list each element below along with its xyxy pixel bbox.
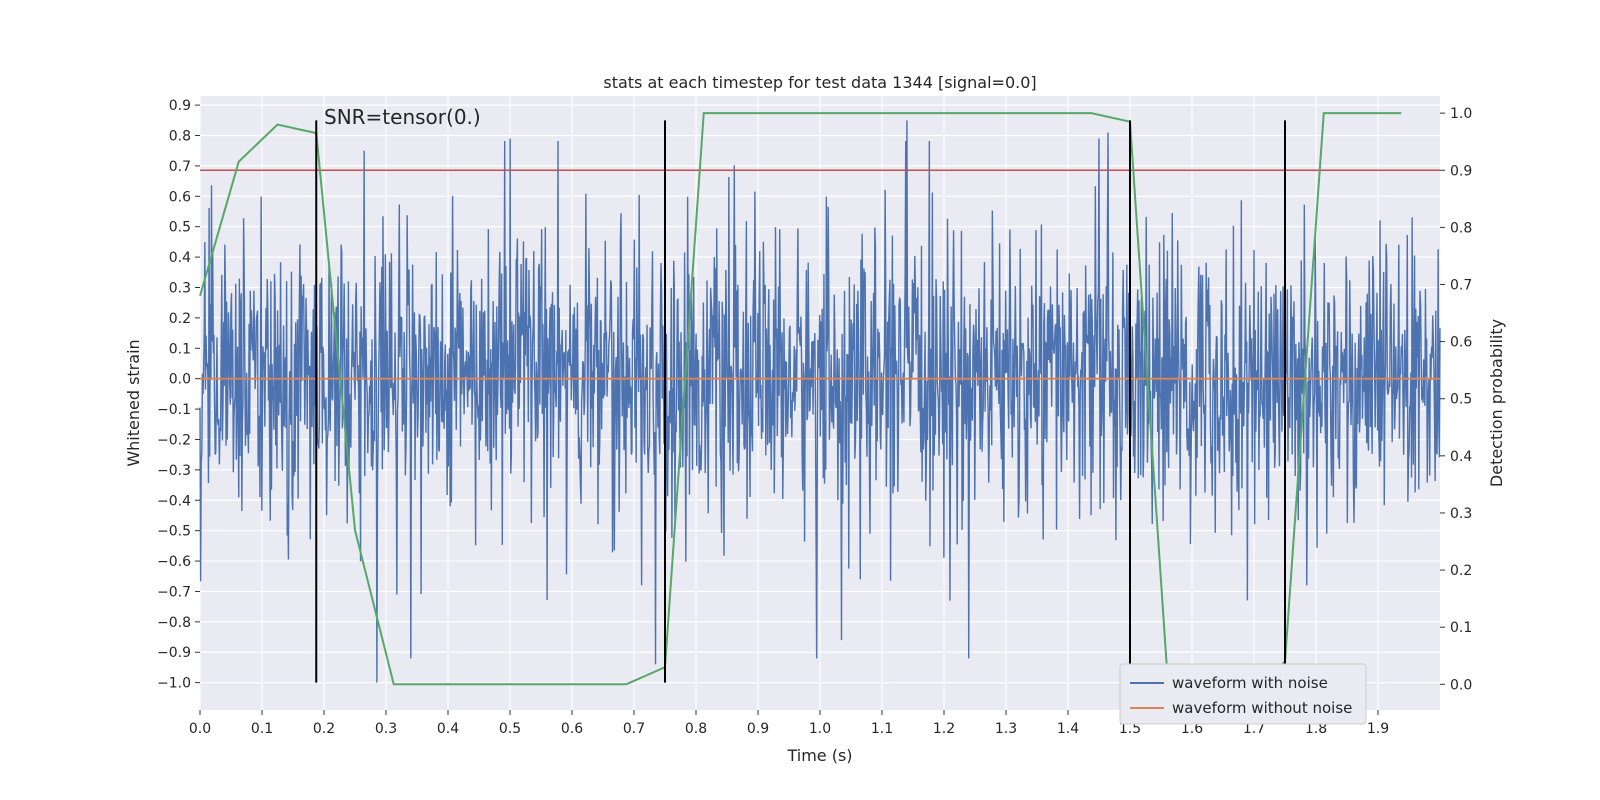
y-left-tick-label: 0.0 — [169, 372, 191, 388]
ticks: 0.0 0.1 0.2 0.3 0.4 0.5 0.6 0.7 0.8 0.9 1.0 1.1 1.2 1… — [157, 98, 1472, 737]
y-right-tick-label: 0.2 — [1450, 563, 1472, 579]
x-tick-label: 1.3 — [995, 721, 1017, 737]
y-left-tick-label: −0.3 — [157, 463, 191, 479]
legend-box — [1119, 663, 1367, 725]
x-tick-label: 1.8 — [1305, 721, 1327, 737]
x-tick-label: 1.1 — [871, 721, 893, 737]
y-left-tick-label: −0.7 — [157, 584, 191, 600]
x-tick-label: 1.9 — [1367, 721, 1389, 737]
y-left-tick-label: −0.1 — [157, 402, 191, 418]
y-right-tick-label: 0.6 — [1450, 335, 1472, 351]
x-tick-label: 0.0 — [189, 721, 211, 737]
y-left-tick-label: 0.9 — [169, 98, 191, 114]
y-left-tick-label: 0.6 — [169, 189, 191, 205]
y-right-tick-label: 0.7 — [1450, 277, 1472, 293]
waveform-with-noise-series — [199, 120, 1441, 683]
y-right-tick-label: 0.1 — [1450, 620, 1472, 636]
y-left-tick-label: 0.3 — [169, 280, 191, 296]
y-left-tick-label: 0.2 — [169, 311, 191, 327]
legend: waveform with noise waveform without noi… — [1119, 663, 1367, 725]
y-left-tick-label: −0.2 — [157, 432, 191, 448]
waveform-with-noise-line — [199, 120, 1441, 683]
legend-label-clean: waveform without noise — [1172, 699, 1352, 717]
y-left-tick-label: −0.5 — [157, 524, 191, 540]
y-right-tick-label: 1.0 — [1450, 106, 1472, 122]
x-tick-label: 0.3 — [375, 721, 397, 737]
y-left-tick-label: 0.4 — [169, 250, 191, 266]
y-right-tick-label: 0.0 — [1450, 677, 1472, 693]
x-tick-label: 0.5 — [499, 721, 521, 737]
x-tick-label: 1.2 — [933, 721, 955, 737]
y-left-tick-label: −0.6 — [157, 554, 191, 570]
x-tick-label: 1.6 — [1181, 721, 1203, 737]
x-tick-label: 0.9 — [747, 721, 769, 737]
y-left-tick-label: −0.9 — [157, 645, 191, 661]
x-tick-label: 0.8 — [685, 721, 707, 737]
y-right-tick-label: 0.5 — [1450, 392, 1472, 408]
x-tick-label: 0.2 — [313, 721, 335, 737]
y-right-tick-label: 0.9 — [1450, 163, 1472, 179]
y-left-tick-label: 0.8 — [169, 129, 191, 145]
y-left-tick-label: 0.1 — [169, 341, 191, 357]
overlay-layer — [199, 112, 1440, 714]
chart-title: stats at each timestep for test data 134… — [603, 73, 1036, 92]
y-axis-label-right: Detection probability — [1487, 319, 1506, 487]
x-tick-label: 1.5 — [1119, 721, 1141, 737]
x-tick-label: 0.4 — [437, 721, 459, 737]
x-tick-label: 1.7 — [1243, 721, 1265, 737]
x-tick-label: 1.0 — [809, 721, 831, 737]
x-tick-label: 0.1 — [251, 721, 273, 737]
y-axis-label-left: Whitened strain — [124, 339, 143, 466]
y-right-tick-label: 0.4 — [1450, 449, 1472, 465]
x-axis-label: Time (s) — [786, 746, 852, 765]
x-tick-label: 0.6 — [561, 721, 583, 737]
y-left-tick-label: −0.4 — [157, 493, 191, 509]
y-left-tick-label: 0.7 — [169, 159, 191, 175]
y-right-tick-label: 0.8 — [1450, 220, 1472, 236]
x-tick-label: 0.7 — [623, 721, 645, 737]
legend-label-noise: waveform with noise — [1172, 674, 1328, 692]
y-left-tick-label: −1.0 — [157, 676, 191, 692]
y-left-tick-label: −0.8 — [157, 615, 191, 631]
y-left-tick-label: 0.5 — [169, 220, 191, 236]
snr-annotation: SNR=tensor(0.) — [324, 105, 481, 129]
x-tick-label: 1.4 — [1057, 721, 1079, 737]
y-right-tick-label: 0.3 — [1450, 506, 1472, 522]
